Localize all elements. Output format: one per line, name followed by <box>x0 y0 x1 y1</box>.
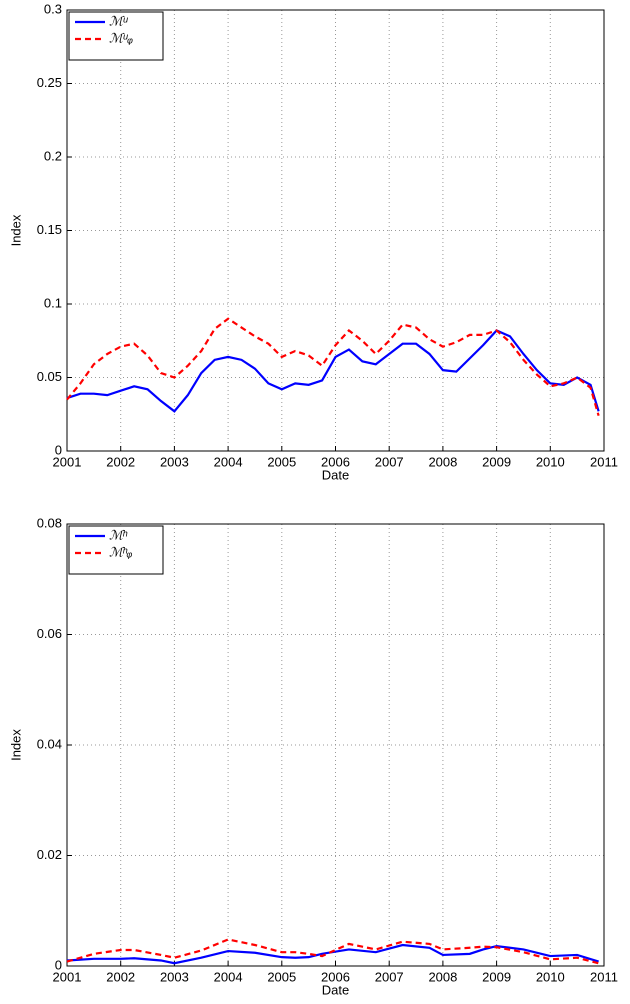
legend-label: ℳʰ <box>109 527 128 542</box>
y-tick-label: 0 <box>55 957 62 972</box>
x-tick-label: 2004 <box>214 969 243 984</box>
series-line <box>66 329 600 413</box>
y-tick-label: 0.08 <box>37 515 62 530</box>
y-tick-label: 0.06 <box>37 626 62 641</box>
y-tick-label: 0.15 <box>37 222 62 237</box>
x-tick-label: 2008 <box>428 969 457 984</box>
x-axis-label: Date <box>322 467 349 482</box>
y-tick-label: 0.3 <box>44 1 62 16</box>
series-line <box>66 943 599 965</box>
series-line <box>66 317 600 417</box>
x-axis-label: Date <box>322 982 349 997</box>
x-tick-label: 2003 <box>160 969 189 984</box>
y-tick-label: 0.2 <box>44 148 62 163</box>
legend-label: ℳʰᵩ <box>109 544 133 559</box>
x-tick-label: 2001 <box>53 969 82 984</box>
legend-label: ℳᵘ <box>109 13 129 28</box>
x-tick-label: 2006 <box>321 454 350 469</box>
x-tick-label: 2007 <box>375 969 404 984</box>
y-axis-label: Index <box>8 729 23 761</box>
x-tick-label: 2005 <box>267 454 296 469</box>
x-tick-label: 2009 <box>482 969 511 984</box>
x-tick-label: 2004 <box>214 454 243 469</box>
legend-box <box>68 11 164 61</box>
y-tick-label: 0.1 <box>44 295 62 310</box>
x-tick-label: 2009 <box>482 454 511 469</box>
legend-label: ℳᵘᵩ <box>109 30 133 45</box>
plot-frame <box>66 523 605 967</box>
y-axis-label: Index <box>8 214 23 246</box>
x-tick-label: 2007 <box>375 454 404 469</box>
y-tick-label: 0 <box>55 442 62 457</box>
legend-box <box>68 525 164 575</box>
x-tick-label: 2003 <box>160 454 189 469</box>
x-tick-label: 2002 <box>106 969 135 984</box>
x-tick-label: 2011 <box>590 454 618 469</box>
x-tick-label: 2011 <box>590 969 618 984</box>
y-tick-label: 0.05 <box>37 369 62 384</box>
x-tick-label: 2010 <box>536 969 565 984</box>
y-tick-label: 0.02 <box>37 847 62 862</box>
x-tick-label: 2002 <box>106 454 135 469</box>
series-line <box>66 938 599 965</box>
x-tick-label: 2010 <box>536 454 565 469</box>
x-tick-label: 2006 <box>321 969 350 984</box>
y-tick-label: 0.04 <box>37 736 62 751</box>
x-tick-label: 2005 <box>267 969 296 984</box>
y-tick-label: 0.25 <box>37 75 62 90</box>
x-tick-label: 2001 <box>53 454 82 469</box>
plot-frame <box>66 9 605 452</box>
x-tick-label: 2008 <box>428 454 457 469</box>
